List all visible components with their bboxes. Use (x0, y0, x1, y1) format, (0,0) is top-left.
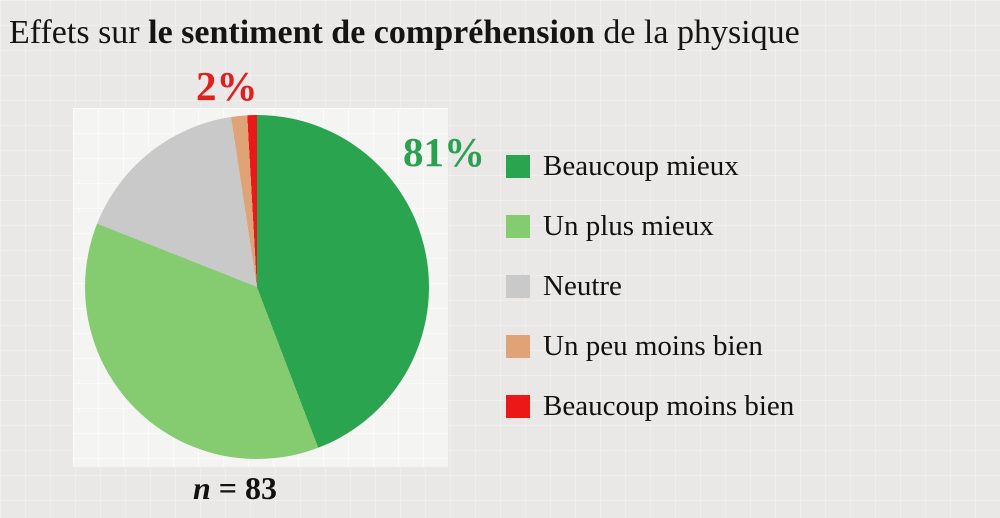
better-percentage-label: 81% (403, 129, 485, 175)
legend-item-beaucoup-mieux: Beaucoup mieux (506, 146, 794, 186)
legend-label: Neutre (543, 269, 622, 302)
legend: Beaucoup mieux Un plus mieux Neutre Un p… (506, 146, 794, 446)
legend-swatch-un-peu-moins-bien (506, 334, 530, 358)
sample-size-label: n = 83 (193, 470, 277, 507)
sample-n-symbol: n (193, 470, 211, 506)
legend-label: Beaucoup mieux (543, 149, 739, 182)
legend-swatch-un-plus-mieux (506, 214, 530, 238)
sample-n-value: = 83 (210, 470, 278, 506)
legend-swatch-beaucoup-moins-bien (506, 394, 530, 418)
legend-label: Beaucoup moins bien (543, 389, 795, 422)
title-bold-segment: le sentiment de compréhension (148, 14, 595, 51)
legend-swatch-beaucoup-mieux (506, 154, 530, 178)
title-prefix: Effets sur (9, 14, 149, 51)
legend-label: Un peu moins bien (543, 329, 763, 362)
legend-item-un-plus-mieux: Un plus mieux (506, 206, 794, 246)
legend-item-neutre: Neutre (506, 266, 794, 306)
legend-label: Un plus mieux (543, 209, 714, 242)
worse-percentage-label: 2% (196, 63, 258, 109)
legend-swatch-neutre (506, 274, 530, 298)
legend-item-beaucoup-moins-bien: Beaucoup moins bien (506, 386, 794, 426)
chart-title: Effets sur le sentiment de compréhension… (9, 14, 800, 52)
pie-chart (85, 115, 429, 459)
legend-item-un-peu-moins-bien: Un peu moins bien (506, 326, 794, 366)
title-suffix: de la physique (594, 14, 800, 51)
